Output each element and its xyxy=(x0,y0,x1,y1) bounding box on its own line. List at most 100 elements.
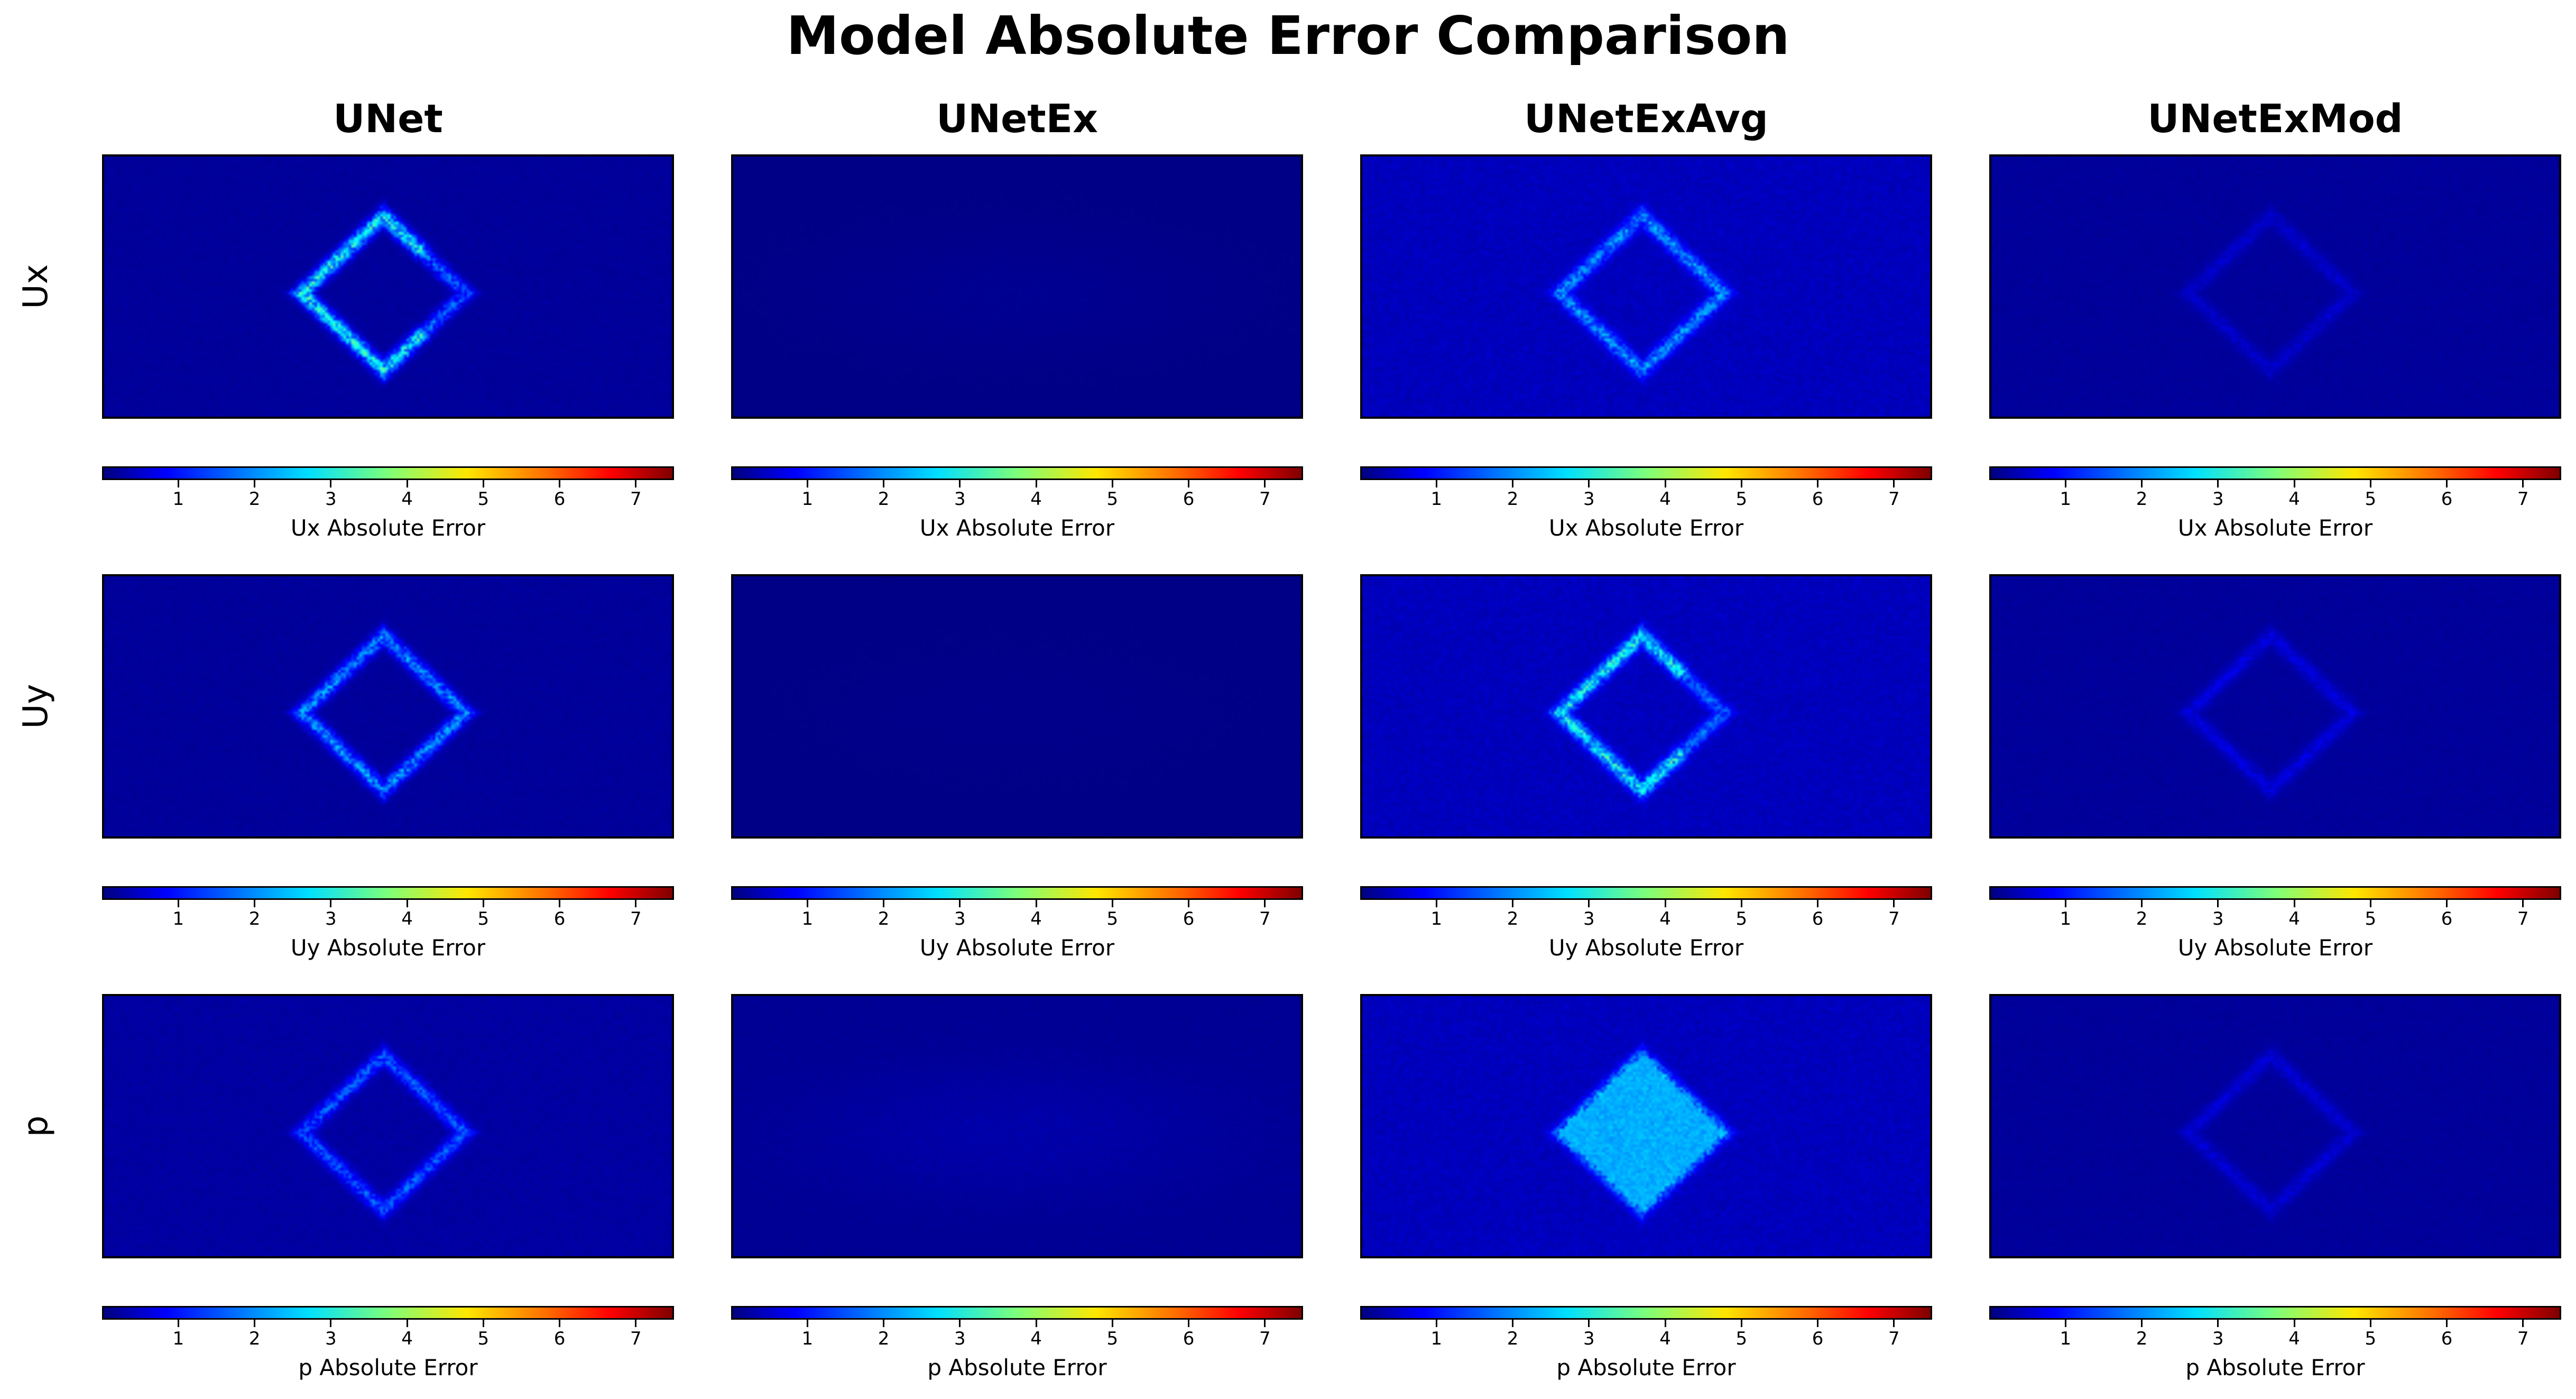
colorbar-tick-mark xyxy=(559,900,561,907)
colorbar-tick-label: 5 xyxy=(1735,1328,1748,1349)
colorbar-tick-mark xyxy=(806,900,808,907)
colorbar-tick-mark xyxy=(1264,1320,1266,1327)
colorbar-tick-mark xyxy=(1588,900,1590,907)
colorbar-tick-label: 1 xyxy=(801,1328,814,1349)
colorbar-tick-label: 7 xyxy=(1888,489,1900,510)
colorbar-tick-mark xyxy=(177,900,179,907)
colorbar-tick-label: 1 xyxy=(1430,489,1443,510)
colorbar-tick-mark xyxy=(1035,900,1037,907)
colorbar-tick-label: 6 xyxy=(553,1328,566,1349)
colorbar-label-ux-unetexmod: Ux Absolute Error xyxy=(2177,515,2373,541)
colorbar-tick-label: 7 xyxy=(1259,489,1271,510)
colorbar-tick-mark xyxy=(330,900,332,907)
colorbar-tick-label: 6 xyxy=(2441,908,2453,929)
colorbar-tick-mark xyxy=(1435,480,1437,487)
row-label-p: p xyxy=(16,1115,56,1137)
heatmap-image-uy-unetex xyxy=(733,576,1301,836)
colorbar-tick-label: 1 xyxy=(2060,908,2072,929)
colorbar-tick-mark xyxy=(1512,1320,1514,1327)
colorbar-p-unet xyxy=(102,1306,674,1320)
heatmap-panel-p-unetex xyxy=(731,994,1303,1258)
heatmap-image-uy-unetexavg xyxy=(1362,576,1930,836)
colorbar-tick-mark xyxy=(2522,480,2524,487)
colorbar-tick-mark xyxy=(177,480,179,487)
colorbar-label-p-unetex: p Absolute Error xyxy=(927,1355,1107,1380)
colorbar-tick-label: 4 xyxy=(401,908,413,929)
colorbar-ux-unetex xyxy=(731,466,1303,480)
heatmap-panel-ux-unetex xyxy=(731,154,1303,419)
colorbar-tick-label: 4 xyxy=(1030,908,1042,929)
colorbar-tick-mark xyxy=(1817,480,1819,487)
colorbar-tick-mark xyxy=(2293,480,2295,487)
colorbar-tick-label: 6 xyxy=(1812,1328,1824,1349)
heatmap-panel-ux-unetexavg xyxy=(1360,154,1932,419)
colorbar-tick-mark xyxy=(2141,1320,2143,1327)
colorbar-tick-label: 5 xyxy=(1106,1328,1119,1349)
colorbar-label-uy-unetex: Uy Absolute Error xyxy=(919,935,1115,961)
colorbar-tick-mark xyxy=(1512,480,1514,487)
colorbar-tick-label: 5 xyxy=(1106,489,1119,510)
colorbar-tick-label: 6 xyxy=(1812,908,1824,929)
colorbar-tick-label: 4 xyxy=(401,1328,413,1349)
colorbar-tick-label: 2 xyxy=(2136,489,2148,510)
colorbar-uy-unetexavg xyxy=(1360,886,1932,900)
colorbar-tick-mark xyxy=(1264,480,1266,487)
colorbar-tick-label: 1 xyxy=(172,489,184,510)
colorbar-tick-mark xyxy=(635,1320,637,1327)
colorbar-tick-label: 3 xyxy=(1583,908,1595,929)
colorbar-tick-mark xyxy=(1740,480,1742,487)
colorbar-tick-mark xyxy=(1435,1320,1437,1327)
colorbar-tick-mark xyxy=(1740,1320,1742,1327)
colorbar-tick-label: 2 xyxy=(2136,1328,2148,1349)
colorbar-label-ux-unetex: Ux Absolute Error xyxy=(919,515,1115,541)
colorbar-uy-unetexmod xyxy=(1989,886,2561,900)
colorbar-label-p-unetexmod: p Absolute Error xyxy=(2185,1355,2365,1380)
colorbar-tick-label: 1 xyxy=(172,908,184,929)
heatmap-image-p-unet xyxy=(104,996,672,1256)
colorbar-tick-label: 4 xyxy=(1030,1328,1042,1349)
colorbar-tick-mark xyxy=(330,1320,332,1327)
colorbar-tick-mark xyxy=(959,1320,961,1327)
colorbar-tick-mark xyxy=(2217,480,2219,487)
colorbar-tick-label: 4 xyxy=(1659,1328,1671,1349)
colorbar-tick-label: 1 xyxy=(172,1328,184,1349)
colorbar-tick-label: 5 xyxy=(477,908,490,929)
colorbar-tick-mark xyxy=(2217,900,2219,907)
heatmap-image-uy-unetexmod xyxy=(1991,576,2559,836)
colorbar-tick-label: 2 xyxy=(1507,1328,1519,1349)
colorbar-tick-mark xyxy=(635,900,637,907)
colorbar-tick-label: 6 xyxy=(2441,489,2453,510)
colorbar-tick-label: 5 xyxy=(1735,489,1748,510)
colorbar-tick-mark xyxy=(2446,1320,2448,1327)
colorbar-tick-mark xyxy=(1817,1320,1819,1327)
colorbar-tick-mark xyxy=(635,480,637,487)
colorbar-tick-mark xyxy=(559,480,561,487)
colorbar-tick-mark xyxy=(959,480,961,487)
colorbar-tick-label: 2 xyxy=(248,1328,261,1349)
colorbar-tick-mark xyxy=(1264,900,1266,907)
colorbar-tick-label: 1 xyxy=(801,489,814,510)
colorbar-tick-mark xyxy=(2522,900,2524,907)
colorbar-tick-label: 5 xyxy=(477,489,490,510)
colorbar-tick-label: 4 xyxy=(1030,489,1042,510)
heatmap-image-p-unetexmod xyxy=(1991,996,2559,1256)
colorbar-tick-mark xyxy=(1188,1320,1190,1327)
colorbar-tick-label: 1 xyxy=(801,908,814,929)
colorbar-tick-label: 7 xyxy=(2517,1328,2529,1349)
colorbar-tick-label: 2 xyxy=(248,908,261,929)
colorbar-tick-label: 6 xyxy=(1183,489,1195,510)
colorbar-tick-mark xyxy=(1512,900,1514,907)
colorbar-tick-mark xyxy=(482,900,484,907)
column-title-unetexmod: UNetExMod xyxy=(2147,96,2403,142)
colorbar-tick-mark xyxy=(254,480,256,487)
colorbar-ux-unetexmod xyxy=(1989,466,2561,480)
colorbar-tick-label: 2 xyxy=(248,489,261,510)
colorbar-ux-unet xyxy=(102,466,674,480)
colorbar-tick-mark xyxy=(1664,480,1666,487)
heatmap-image-ux-unet xyxy=(104,157,672,417)
colorbar-tick-mark xyxy=(2446,480,2448,487)
colorbar-label-ux-unet: Ux Absolute Error xyxy=(290,515,486,541)
heatmap-image-ux-unetexavg xyxy=(1362,157,1930,417)
colorbar-tick-label: 4 xyxy=(1659,489,1671,510)
colorbar-tick-label: 6 xyxy=(1183,908,1195,929)
